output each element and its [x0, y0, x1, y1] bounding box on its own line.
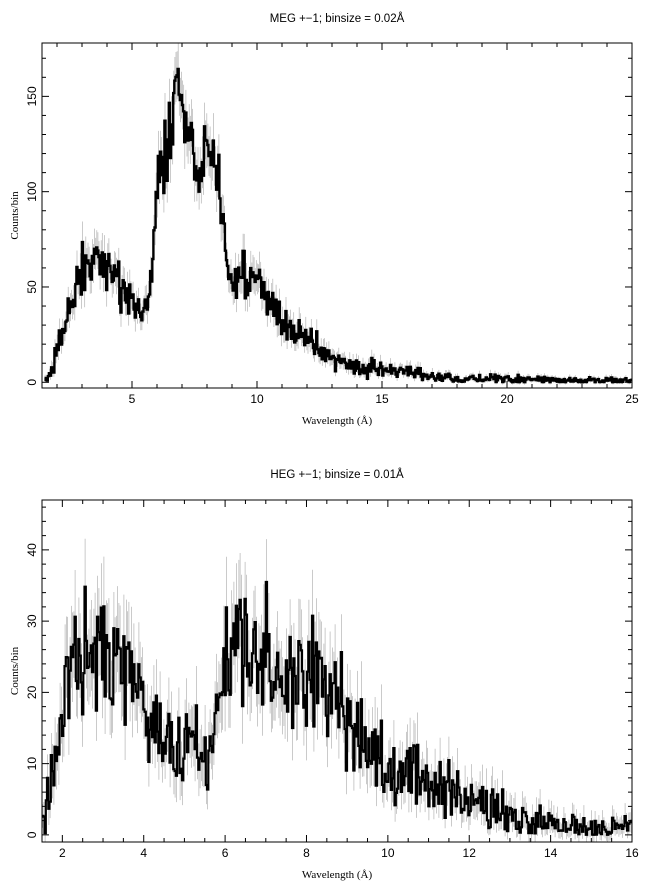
chart1-y-tick-label: 0 [25, 379, 39, 386]
chart2-x-tick-label: 16 [625, 846, 639, 860]
chart2-y-tick-label: 20 [25, 685, 39, 699]
chart1-y-axis-label: Counts/bin [9, 191, 21, 240]
chart2-x-tick-label: 4 [140, 846, 147, 860]
chart2-x-tick-label: 2 [59, 846, 66, 860]
chart1-y-tick-label: 50 [25, 280, 39, 294]
chart1-plot-frame [41, 42, 633, 389]
chart1-title: MEG +−1; binsize = 0.02Å [270, 12, 405, 25]
chart2-x-tick-label: 8 [303, 846, 310, 860]
chart1-error-bars [44, 43, 632, 385]
chart1-y-tick-label: 100 [25, 181, 39, 201]
chart1-x-tick-label: 20 [500, 392, 514, 406]
chart1-x-tick-label: 5 [129, 392, 136, 406]
chart2-y-tick-label: 30 [25, 614, 39, 628]
chart2-x-tick-label: 14 [544, 846, 558, 860]
chart2-x-tick-label: 6 [222, 846, 229, 860]
chart1-x-tick-label: 25 [625, 392, 639, 406]
chart1-x-tick-label: 15 [375, 392, 389, 406]
chart1-series-line [44, 67, 632, 384]
chart2-x-axis-label: Wavelength (Å) [302, 869, 373, 881]
chart1-y-tick-label: 150 [25, 86, 39, 106]
chart2-title: HEG +−1; binsize = 0.01Å [270, 468, 404, 481]
chart2-x-tick-label: 12 [463, 846, 477, 860]
chart2-y-tick-label: 10 [25, 757, 39, 771]
chart2-plot-frame [41, 499, 633, 843]
chart2-y-tick-label: 0 [25, 831, 39, 838]
chart2-y-tick-label: 40 [25, 543, 39, 557]
chart1-x-tick-label: 10 [250, 392, 264, 406]
chart2-y-axis-label: Counts/bin [9, 646, 21, 695]
chart2-x-tick-label: 10 [381, 846, 395, 860]
chart1-x-axis-label: Wavelength (Å) [302, 415, 373, 427]
chart2-series-line [42, 580, 632, 836]
